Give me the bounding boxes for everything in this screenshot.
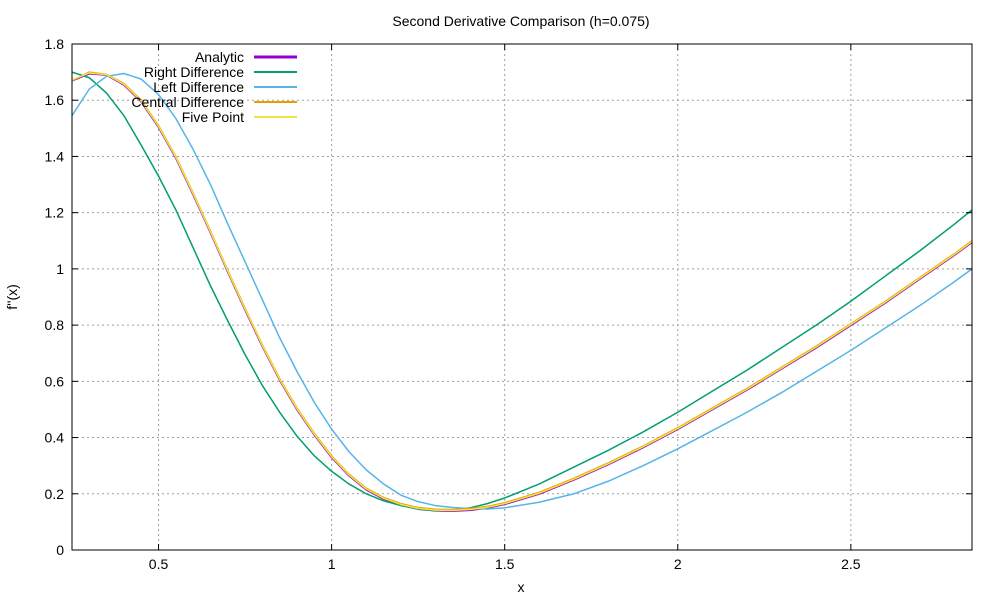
y-tick-label: 1 [56,261,64,277]
y-tick-label: 0 [56,542,64,558]
chart-title: Second Derivative Comparison (h=0.075) [392,13,649,29]
legend-label-central-difference: Central Difference [131,94,244,110]
y-tick-label: 1.4 [45,148,65,164]
plot-frame [71,43,973,551]
tick-labels: 0.5 1 1.5 2 2.5 0 0.2 0.4 0.6 0.8 1 1.2 1.4 1.6 1.8 [45,36,861,572]
series-layer [72,71,972,512]
x-tick-label: 2.5 [841,556,861,572]
y-tick-label: 0.8 [45,317,65,333]
x-axis-label: x [518,579,525,595]
x-tick-label: 1 [328,556,336,572]
legend-label-right-difference: Right Difference [144,64,244,80]
x-tick-label: 1.5 [495,556,515,572]
x-tick-label: 0.5 [149,556,169,572]
legend-label-left-difference: Left Difference [153,79,244,95]
series-line-analytic [72,72,972,512]
ticks [72,43,972,551]
series-line-right-difference [72,71,972,512]
y-tick-label: 0.6 [45,373,65,389]
series-line-central-difference [72,71,972,511]
series-line-five-point [72,72,972,512]
y-tick-label: 1.8 [45,36,65,52]
y-tick-label: 0.2 [45,486,65,502]
legend-label-analytic: Analytic [195,49,244,65]
y-tick-label: 0.4 [45,430,65,446]
y-axis-label: f''(x) [4,284,20,310]
x-tick-label: 2 [674,556,682,572]
y-tick-label: 1.6 [45,92,65,108]
legend-label-five-point: Five Point [182,109,244,125]
y-tick-label: 1.2 [45,205,65,221]
series-line-left-difference [72,72,972,510]
grid [72,44,972,550]
